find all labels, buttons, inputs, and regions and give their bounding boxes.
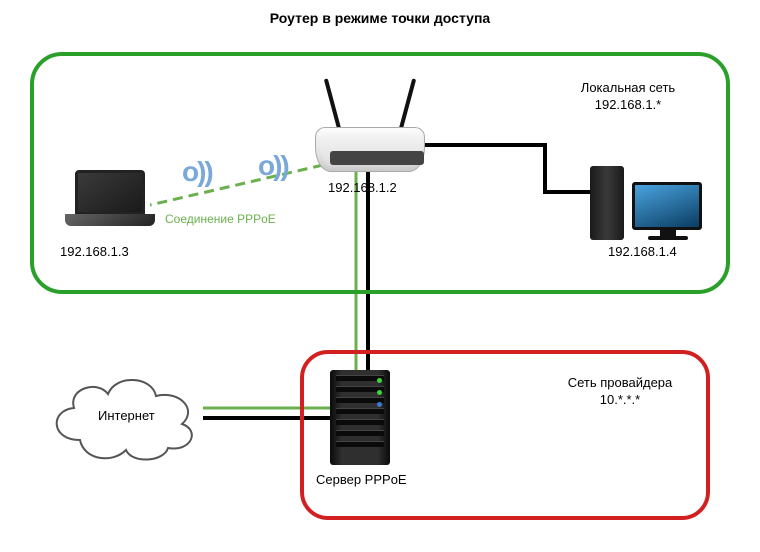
server-label: Сервер PPPoE	[316, 472, 407, 489]
wifi-icon: o))	[258, 150, 288, 182]
laptop-device	[65, 170, 155, 232]
router-ip-label: 192.168.1.2	[328, 180, 397, 197]
server-device	[330, 370, 390, 465]
pppoe-connection-label: Соединение PPPoE	[165, 212, 276, 228]
laptop-ip-label: 192.168.1.3	[60, 244, 129, 261]
router-device	[310, 102, 430, 172]
desktop-device	[590, 160, 708, 240]
wifi-icon: o))	[182, 156, 212, 188]
lan-zone-label: Локальная сеть 192.168.1.*	[548, 80, 708, 114]
isp-zone-label: Сеть провайдера 10.*.*.*	[540, 375, 700, 409]
diagram-title: Роутер в режиме точки доступа	[270, 10, 490, 26]
desktop-ip-label: 192.168.1.4	[608, 244, 677, 261]
cloud-label: Интернет	[98, 408, 155, 425]
